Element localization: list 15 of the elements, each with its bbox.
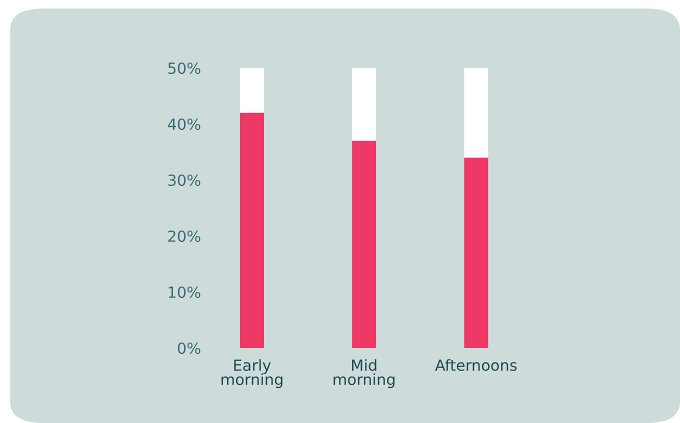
- y-tick-label: 20%: [168, 230, 200, 242]
- bar: [352, 68, 376, 141]
- bar: [240, 68, 264, 113]
- y-tick-label: 50%: [168, 62, 200, 74]
- y-tick-label: 30%: [168, 174, 200, 186]
- bar: [240, 112, 264, 348]
- x-tick-label: Early morning: [222, 359, 282, 388]
- x-tick-label: Mid morning: [334, 359, 394, 388]
- y-tick-label: 0%: [178, 342, 200, 354]
- bar: [352, 140, 376, 348]
- bar: [464, 158, 488, 348]
- y-tick-label: 40%: [168, 118, 200, 130]
- bar: [464, 68, 488, 158]
- y-tick-label: 10%: [168, 286, 200, 298]
- x-tick-label: Afternoons: [435, 359, 517, 371]
